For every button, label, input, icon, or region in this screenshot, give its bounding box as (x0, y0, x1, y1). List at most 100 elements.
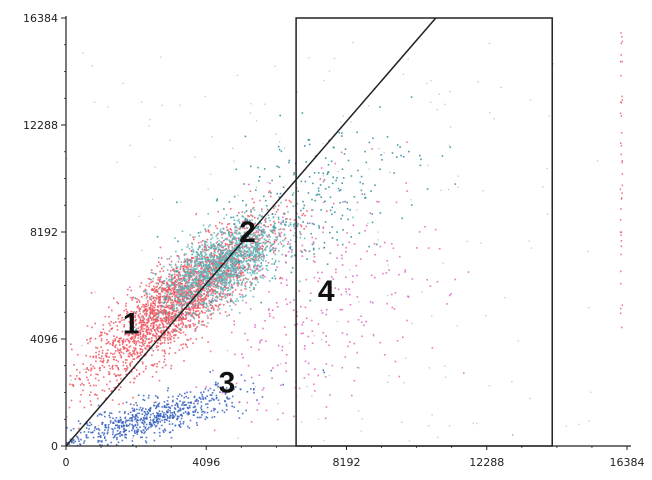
population-1-point (252, 242, 255, 244)
population-1-point (217, 244, 219, 246)
population-2-point (278, 232, 280, 234)
population-1-point (139, 321, 142, 324)
population-2-point (186, 288, 189, 291)
population-1-point (101, 389, 104, 391)
population-3-point (134, 416, 136, 419)
population-3-point (141, 431, 143, 434)
population-4-point (341, 264, 344, 266)
population-3-point (118, 427, 121, 430)
population-1-point (223, 256, 225, 258)
population-1-point (138, 301, 141, 303)
population-3-point (148, 394, 150, 397)
population-1-point (181, 347, 184, 350)
population-1-point (248, 238, 251, 241)
population-3-point (147, 412, 150, 415)
population-1-point (270, 224, 272, 226)
population-2-point (264, 248, 266, 250)
population-3-point (250, 388, 252, 390)
population-1-point (176, 309, 178, 312)
population-2-point (156, 289, 159, 292)
population-1-point (187, 319, 189, 322)
population-2-point (265, 260, 267, 262)
population-3-point (200, 401, 203, 403)
population-2-point (212, 255, 214, 258)
population-1-point (181, 318, 184, 320)
population-1-point (118, 339, 121, 342)
population-3-point (184, 404, 186, 406)
population-2-point (218, 266, 221, 268)
population-3-point (120, 419, 122, 422)
population-3-point (152, 420, 154, 422)
population-3-point (208, 400, 211, 402)
population-2-point (234, 242, 237, 244)
population-2-point (233, 282, 236, 284)
population-2-point (220, 244, 222, 247)
population-1-point (156, 365, 158, 368)
population-4-point (345, 246, 347, 249)
population-1-point (267, 262, 270, 264)
population-3-point (124, 421, 127, 424)
population-1-point (184, 334, 187, 336)
population-3-point (131, 420, 134, 422)
population-1-point (202, 240, 204, 242)
population-3-point (130, 417, 132, 419)
population-2-point (226, 251, 228, 253)
population-1-point (210, 292, 213, 295)
population-1-point (121, 316, 124, 319)
population-1-point (255, 277, 257, 279)
population-4-point (356, 296, 359, 298)
population-2-point (169, 292, 172, 294)
population-1-point (95, 351, 97, 354)
population-4-point (254, 324, 257, 326)
population-1-point (166, 290, 169, 293)
population-1-point (124, 370, 127, 372)
population-1-point (178, 301, 180, 304)
population-2-point (174, 330, 176, 333)
population-1-point (192, 304, 195, 306)
population-1-point (89, 394, 91, 396)
population-1-point (148, 308, 151, 310)
population-1-point (119, 374, 122, 376)
population-2-point (227, 282, 230, 284)
population-2-point (193, 272, 195, 274)
population-2-point (186, 284, 189, 286)
population-1-point (161, 282, 164, 285)
population-2-point (217, 267, 220, 269)
population-2-point (250, 242, 252, 244)
population-1-point (226, 293, 229, 295)
population-1-point (126, 368, 128, 371)
population-3-point (206, 395, 208, 397)
population-3-point (204, 396, 207, 399)
population-3-point (135, 415, 137, 418)
population-2-point (254, 284, 257, 286)
population-1-point (191, 306, 193, 308)
population-2-point (181, 280, 183, 283)
population-2-point (231, 261, 233, 264)
population-1-point (111, 344, 114, 346)
population-4-point (264, 275, 266, 278)
population-1-point (125, 373, 127, 376)
population-2-point (187, 272, 189, 274)
population-2-point (196, 267, 199, 269)
population-2-point (243, 255, 246, 258)
population-1-point (175, 278, 178, 281)
population-1-point (234, 289, 237, 291)
population-1-point (94, 337, 97, 340)
population-1-point (187, 308, 189, 310)
population-3-point (186, 391, 188, 394)
population-1-point (106, 349, 109, 351)
population-1-point (204, 312, 206, 314)
population-1-point (168, 257, 171, 260)
population-1-point (182, 331, 185, 334)
population-3-point (169, 407, 172, 410)
population-1-point (116, 336, 118, 338)
population-2-point (274, 253, 277, 256)
population-2-point (193, 305, 195, 307)
population-1-point (229, 208, 232, 210)
population-2-point (278, 250, 280, 252)
population-4-point (247, 364, 250, 367)
population-1-point (189, 309, 191, 312)
population-2-point (226, 229, 228, 232)
population-3-point (178, 393, 181, 396)
population-2-point (216, 292, 218, 294)
